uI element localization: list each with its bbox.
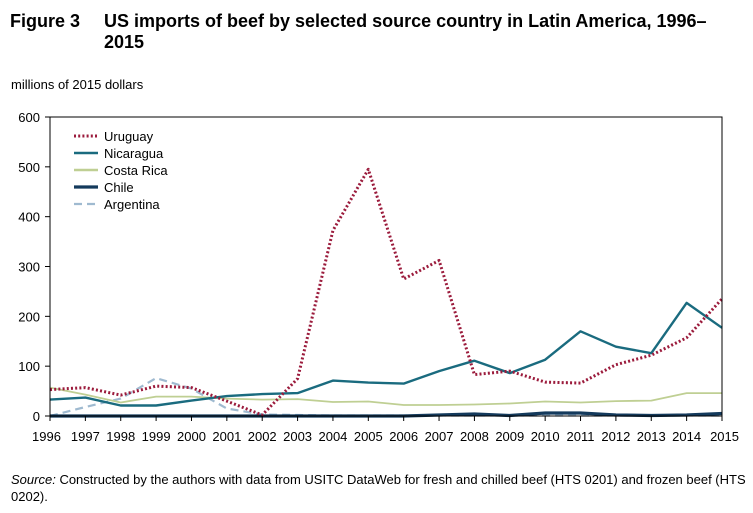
y-tick-label: 400	[18, 210, 40, 225]
x-tick-label: 2014	[672, 429, 701, 444]
figure-number: Figure 3	[10, 11, 81, 31]
x-tick-label: 2010	[531, 429, 560, 444]
x-tick-label: 1998	[106, 429, 135, 444]
legend-label: Uruguay	[104, 129, 154, 144]
series-line-costa-rica	[49, 386, 722, 406]
x-tick-label: 2003	[283, 429, 312, 444]
legend-label: Chile	[104, 180, 134, 195]
x-tick-label: 2011	[567, 429, 595, 444]
x-tick-label: 1999	[142, 429, 171, 444]
source-note: Source: Constructed by the authors with …	[11, 471, 746, 505]
x-tick-label: 2009	[495, 429, 524, 444]
x-tick-label: 2006	[389, 429, 418, 444]
x-tick-label: 2013	[637, 429, 666, 444]
y-tick-label: 500	[18, 160, 40, 175]
x-tick-label: 2012	[601, 429, 630, 444]
x-tick-label: 2002	[248, 429, 277, 444]
y-tick-label: 0	[33, 409, 40, 424]
x-tick-label: 2007	[425, 429, 454, 444]
x-tick-label: 1996	[32, 429, 61, 444]
source-text: Constructed by the authors with data fro…	[11, 472, 746, 504]
legend-label: Argentina	[104, 197, 160, 212]
x-axis-ticks: 1996 1997 1998 1999 2000 2001 2002 2003 2004 2005…	[32, 416, 739, 444]
chart-legend: Uruguay Nicaragua Costa Rica Chile Argentina	[74, 129, 168, 212]
legend-label: Nicaragua	[104, 146, 164, 161]
x-tick-label: 2000	[177, 429, 206, 444]
series-line-nicaragua	[49, 301, 723, 407]
figure-title-text: US imports of beef by selected source co…	[104, 11, 707, 52]
x-tick-label: 2008	[460, 429, 489, 444]
x-tick-label: 2015	[710, 429, 739, 444]
x-tick-label: 1997	[71, 429, 100, 444]
y-tick-label: 300	[18, 260, 40, 275]
plot-frame	[49, 116, 723, 417]
x-tick-label: 2005	[354, 429, 383, 444]
x-tick-label: 2001	[212, 429, 241, 444]
y-tick-label: 200	[18, 309, 40, 324]
y-tick-label: 600	[18, 110, 40, 125]
y-axis-ticks: 0 100 200 300 400 500 600	[18, 110, 50, 424]
source-label: Source:	[11, 472, 56, 487]
y-tick-label: 100	[18, 359, 40, 374]
y-axis-unit-label: millions of 2015 dollars	[11, 77, 144, 92]
legend-label: Costa Rica	[104, 163, 168, 178]
x-tick-label: 2004	[318, 429, 347, 444]
series-line-uruguay	[49, 167, 724, 417]
